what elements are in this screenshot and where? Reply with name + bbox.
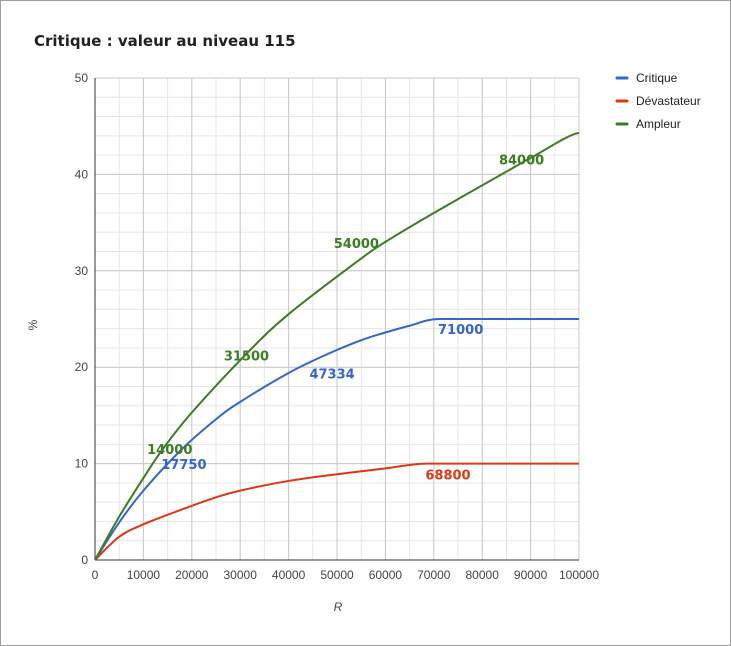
data-label: 68800	[425, 469, 470, 484]
y-tick-label: 20	[75, 360, 89, 374]
x-tick-label: 30000	[224, 568, 258, 582]
y-tick-label: 40	[75, 167, 89, 181]
data-label: 14000	[147, 443, 192, 458]
x-tick-label: 20000	[175, 568, 209, 582]
series-line-devastateur	[94, 462, 579, 561]
legend-label-critique[interactable]: Critique	[636, 71, 678, 85]
x-tick-label: 10000	[127, 568, 161, 582]
y-tick-label: 0	[81, 553, 88, 567]
data-label: 31500	[224, 350, 269, 365]
x-tick-label: 50000	[320, 568, 354, 582]
legend-label-ampleur[interactable]: Ampleur	[636, 117, 681, 131]
x-tick-label: 100000	[559, 568, 599, 582]
x-tick-label: 60000	[369, 568, 403, 582]
chart-title: Critique : valeur au niveau 115	[34, 32, 296, 50]
x-axis-ticks: 0 10000 20000 30000 40000 50000 60000 70000 8000…	[92, 568, 600, 582]
y-tick-label: 30	[75, 264, 89, 278]
y-axis-ticks: 0 10 20 30 40 50	[75, 71, 89, 567]
series-line-ampleur	[94, 131, 580, 561]
series-lines	[94, 131, 580, 561]
x-tick-label: 80000	[466, 568, 500, 582]
major-gridlines	[94, 77, 580, 561]
x-axis-title: R	[334, 600, 343, 614]
x-tick-label: 90000	[514, 568, 548, 582]
x-tick-label: 40000	[272, 568, 306, 582]
series-line-critique	[94, 318, 579, 561]
legend-label-devastateur[interactable]: Dévastateur	[636, 94, 701, 108]
x-tick-label: 0	[92, 568, 99, 582]
x-tick-label: 70000	[417, 568, 451, 582]
y-axis-title: %	[26, 319, 40, 330]
y-tick-label: 50	[75, 71, 89, 85]
data-annotations: 17750 47334 71000 68800 14000 31500 54000 84000	[147, 153, 544, 483]
data-label: 84000	[499, 153, 544, 168]
data-label: 47334	[309, 368, 354, 383]
data-label: 71000	[438, 323, 483, 338]
y-tick-label: 10	[75, 457, 89, 471]
legend[interactable]: Critique Dévastateur Ampleur	[615, 71, 701, 131]
data-label: 17750	[161, 458, 206, 473]
data-label: 54000	[334, 237, 379, 252]
